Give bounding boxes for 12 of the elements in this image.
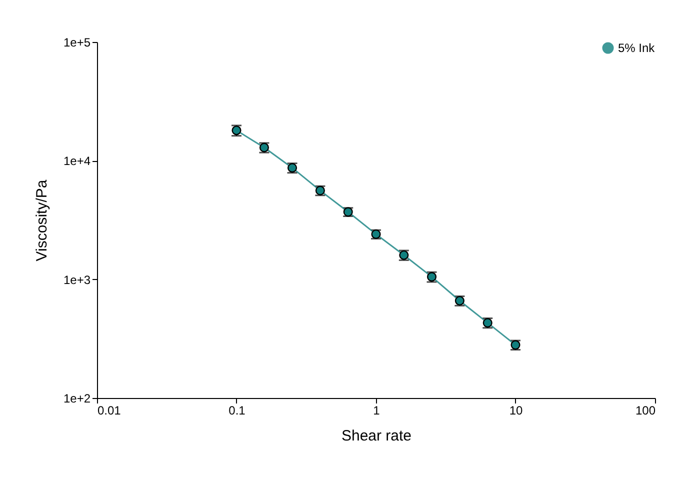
y-tick-label: 1e+4 (63, 154, 91, 168)
legend-label: 5% Ink (618, 41, 656, 55)
x-axis-title: Shear rate (341, 428, 412, 444)
x-tick-label: 10 (509, 404, 523, 418)
x-tick-label: 100 (635, 404, 656, 418)
x-tick-label: 1 (373, 404, 380, 418)
y-axis-title: Viscosity/Pa (33, 179, 50, 262)
y-tick-label: 1e+5 (63, 36, 91, 50)
y-tick-label: 1e+2 (63, 392, 91, 406)
x-tick-label: 0.01 (98, 404, 122, 418)
x-tick-label: 0.1 (228, 404, 246, 418)
y-tick-label: 1e+3 (63, 272, 91, 287)
